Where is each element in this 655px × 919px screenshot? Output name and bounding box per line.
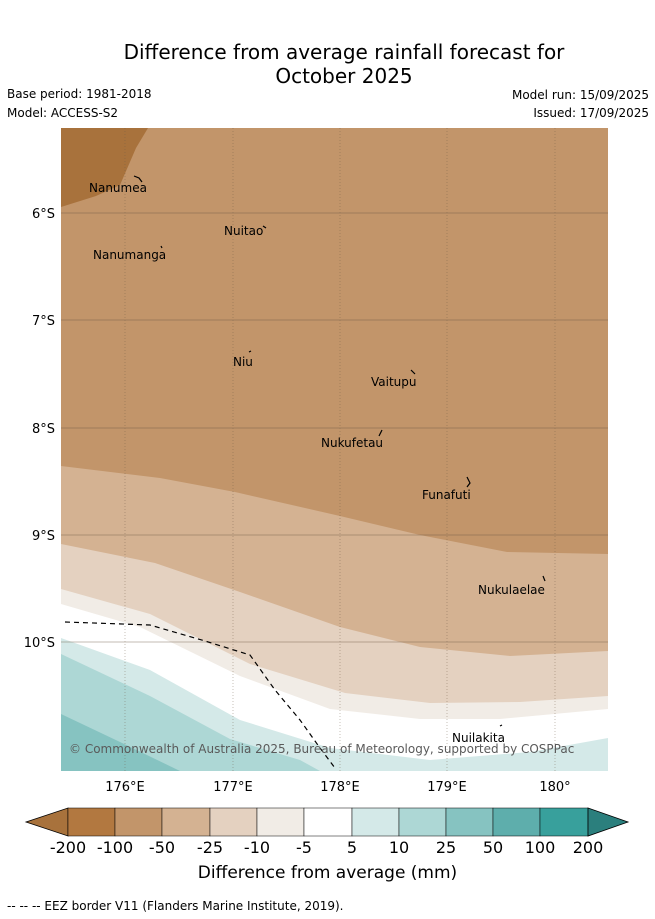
colorbar-swatch-m100	[114, 807, 163, 837]
graticule	[61, 128, 608, 771]
lon-label-180: 180°	[539, 780, 570, 795]
place-nukulaelae: Nukulaelae	[478, 583, 545, 597]
colorbar-high-extend	[587, 807, 630, 837]
island-mark-nuitao	[262, 225, 267, 229]
lat-tick-labels: 6°S 7°S 8°S 9°S 10°S	[24, 207, 55, 651]
island-mark-nukufetau	[378, 429, 383, 437]
colorbar-title: Difference from average (mm)	[197, 863, 458, 883]
place-nuitao: Nuitao	[224, 224, 263, 238]
colorbar-labels: -200 -100 -50 -25 -10 -5 5 10 25 50 100 …	[50, 838, 603, 857]
island-mark-nukulaelae	[542, 575, 546, 582]
colorbar-swatch-p50	[492, 807, 541, 837]
colorbar-low-extend	[24, 807, 69, 837]
place-funafuti: Funafuti	[422, 488, 471, 502]
cb-label-m5: -5	[296, 838, 312, 857]
band-minus-200-to-minus-100	[61, 128, 148, 207]
cb-label-m200: -200	[50, 838, 86, 857]
lat-label-6s: 6°S	[32, 207, 55, 222]
island-marks	[133, 175, 546, 727]
band-10-to-25-bottom	[430, 754, 608, 771]
lat-label-8s: 8°S	[32, 422, 55, 437]
lon-tick-labels: 176°E 177°E 178°E 179°E 180°	[105, 780, 570, 795]
colorbar-swatch-p10	[398, 807, 447, 837]
band-25-to-50	[61, 654, 320, 771]
lon-label-178e: 178°E	[320, 780, 360, 795]
model-label: Model: ACCESS-S2	[7, 106, 119, 120]
colorbar-swatch-m5	[303, 807, 353, 837]
eez-border	[64, 621, 336, 769]
cb-label-p100: 100	[525, 838, 556, 857]
colorbar-swatch-m200	[67, 807, 116, 837]
place-nanumanga: Nanumanga	[93, 248, 166, 262]
lat-label-9s: 9°S	[32, 529, 55, 544]
island-mark-nuilakita	[499, 724, 503, 727]
island-mark-nanumanga	[160, 245, 163, 249]
place-labels: Nanumea Nuitao Nanumanga Niu Vaitupu Nuk…	[89, 181, 545, 745]
cb-label-m25: -25	[197, 838, 223, 857]
lon-label-176e: 176°E	[105, 780, 145, 795]
colorbar-swatch-p25	[445, 807, 494, 837]
rainfall-map: Nanumea Nuitao Nanumanga Niu Vaitupu Nuk…	[24, 128, 608, 795]
eez-footnote: -- -- -- EEZ border V11 (Flanders Marine…	[7, 899, 344, 913]
place-niu: Niu	[233, 355, 253, 369]
place-nukufetau: Nukufetau	[321, 436, 383, 450]
colorbar-swatch-p100	[539, 807, 589, 837]
cb-label-m10: -10	[244, 838, 270, 857]
title-line-1: Difference from average rainfall forecas…	[123, 40, 565, 64]
cb-label-p5: 5	[347, 838, 357, 857]
place-nuilakita: Nuilakita	[452, 731, 505, 745]
place-nanumea: Nanumea	[89, 181, 147, 195]
colorbar-swatch-m50	[161, 807, 211, 837]
lat-label-10s: 10°S	[24, 636, 55, 651]
island-mark-niu	[248, 350, 252, 353]
cb-label-p10: 10	[389, 838, 409, 857]
issued-label: Issued: 17/09/2025	[533, 106, 649, 120]
island-mark-nanumea	[133, 175, 143, 183]
colorbar-swatch-m10	[256, 807, 305, 837]
island-mark-funafuti	[466, 476, 471, 488]
colorbar-swatch-m25	[209, 807, 258, 837]
model-run-label: Model run: 15/09/2025	[511, 88, 649, 102]
rainfall-bands	[61, 128, 608, 771]
cb-label-m100: -100	[97, 838, 133, 857]
place-vaitupu: Vaitupu	[371, 375, 417, 389]
lat-label-7s: 7°S	[32, 314, 55, 329]
lon-label-179e: 179°E	[427, 780, 467, 795]
title-line-2: October 2025	[275, 64, 413, 88]
cb-label-p200: 200	[573, 838, 604, 857]
cb-label-p25: 25	[436, 838, 456, 857]
island-mark-vaitupu	[410, 369, 416, 375]
cb-label-m50: -50	[149, 838, 175, 857]
lon-label-177e: 177°E	[213, 780, 253, 795]
copyright-notice: © Commonwealth of Australia 2025, Bureau…	[69, 742, 575, 756]
colorbar-swatch-p5	[351, 807, 400, 837]
band-50-to-100	[61, 714, 180, 771]
chart-title: Difference from average rainfall forecas…	[0, 40, 655, 88]
cb-label-p50: 50	[483, 838, 503, 857]
base-period-label: Base period: 1981-2018	[7, 87, 152, 101]
